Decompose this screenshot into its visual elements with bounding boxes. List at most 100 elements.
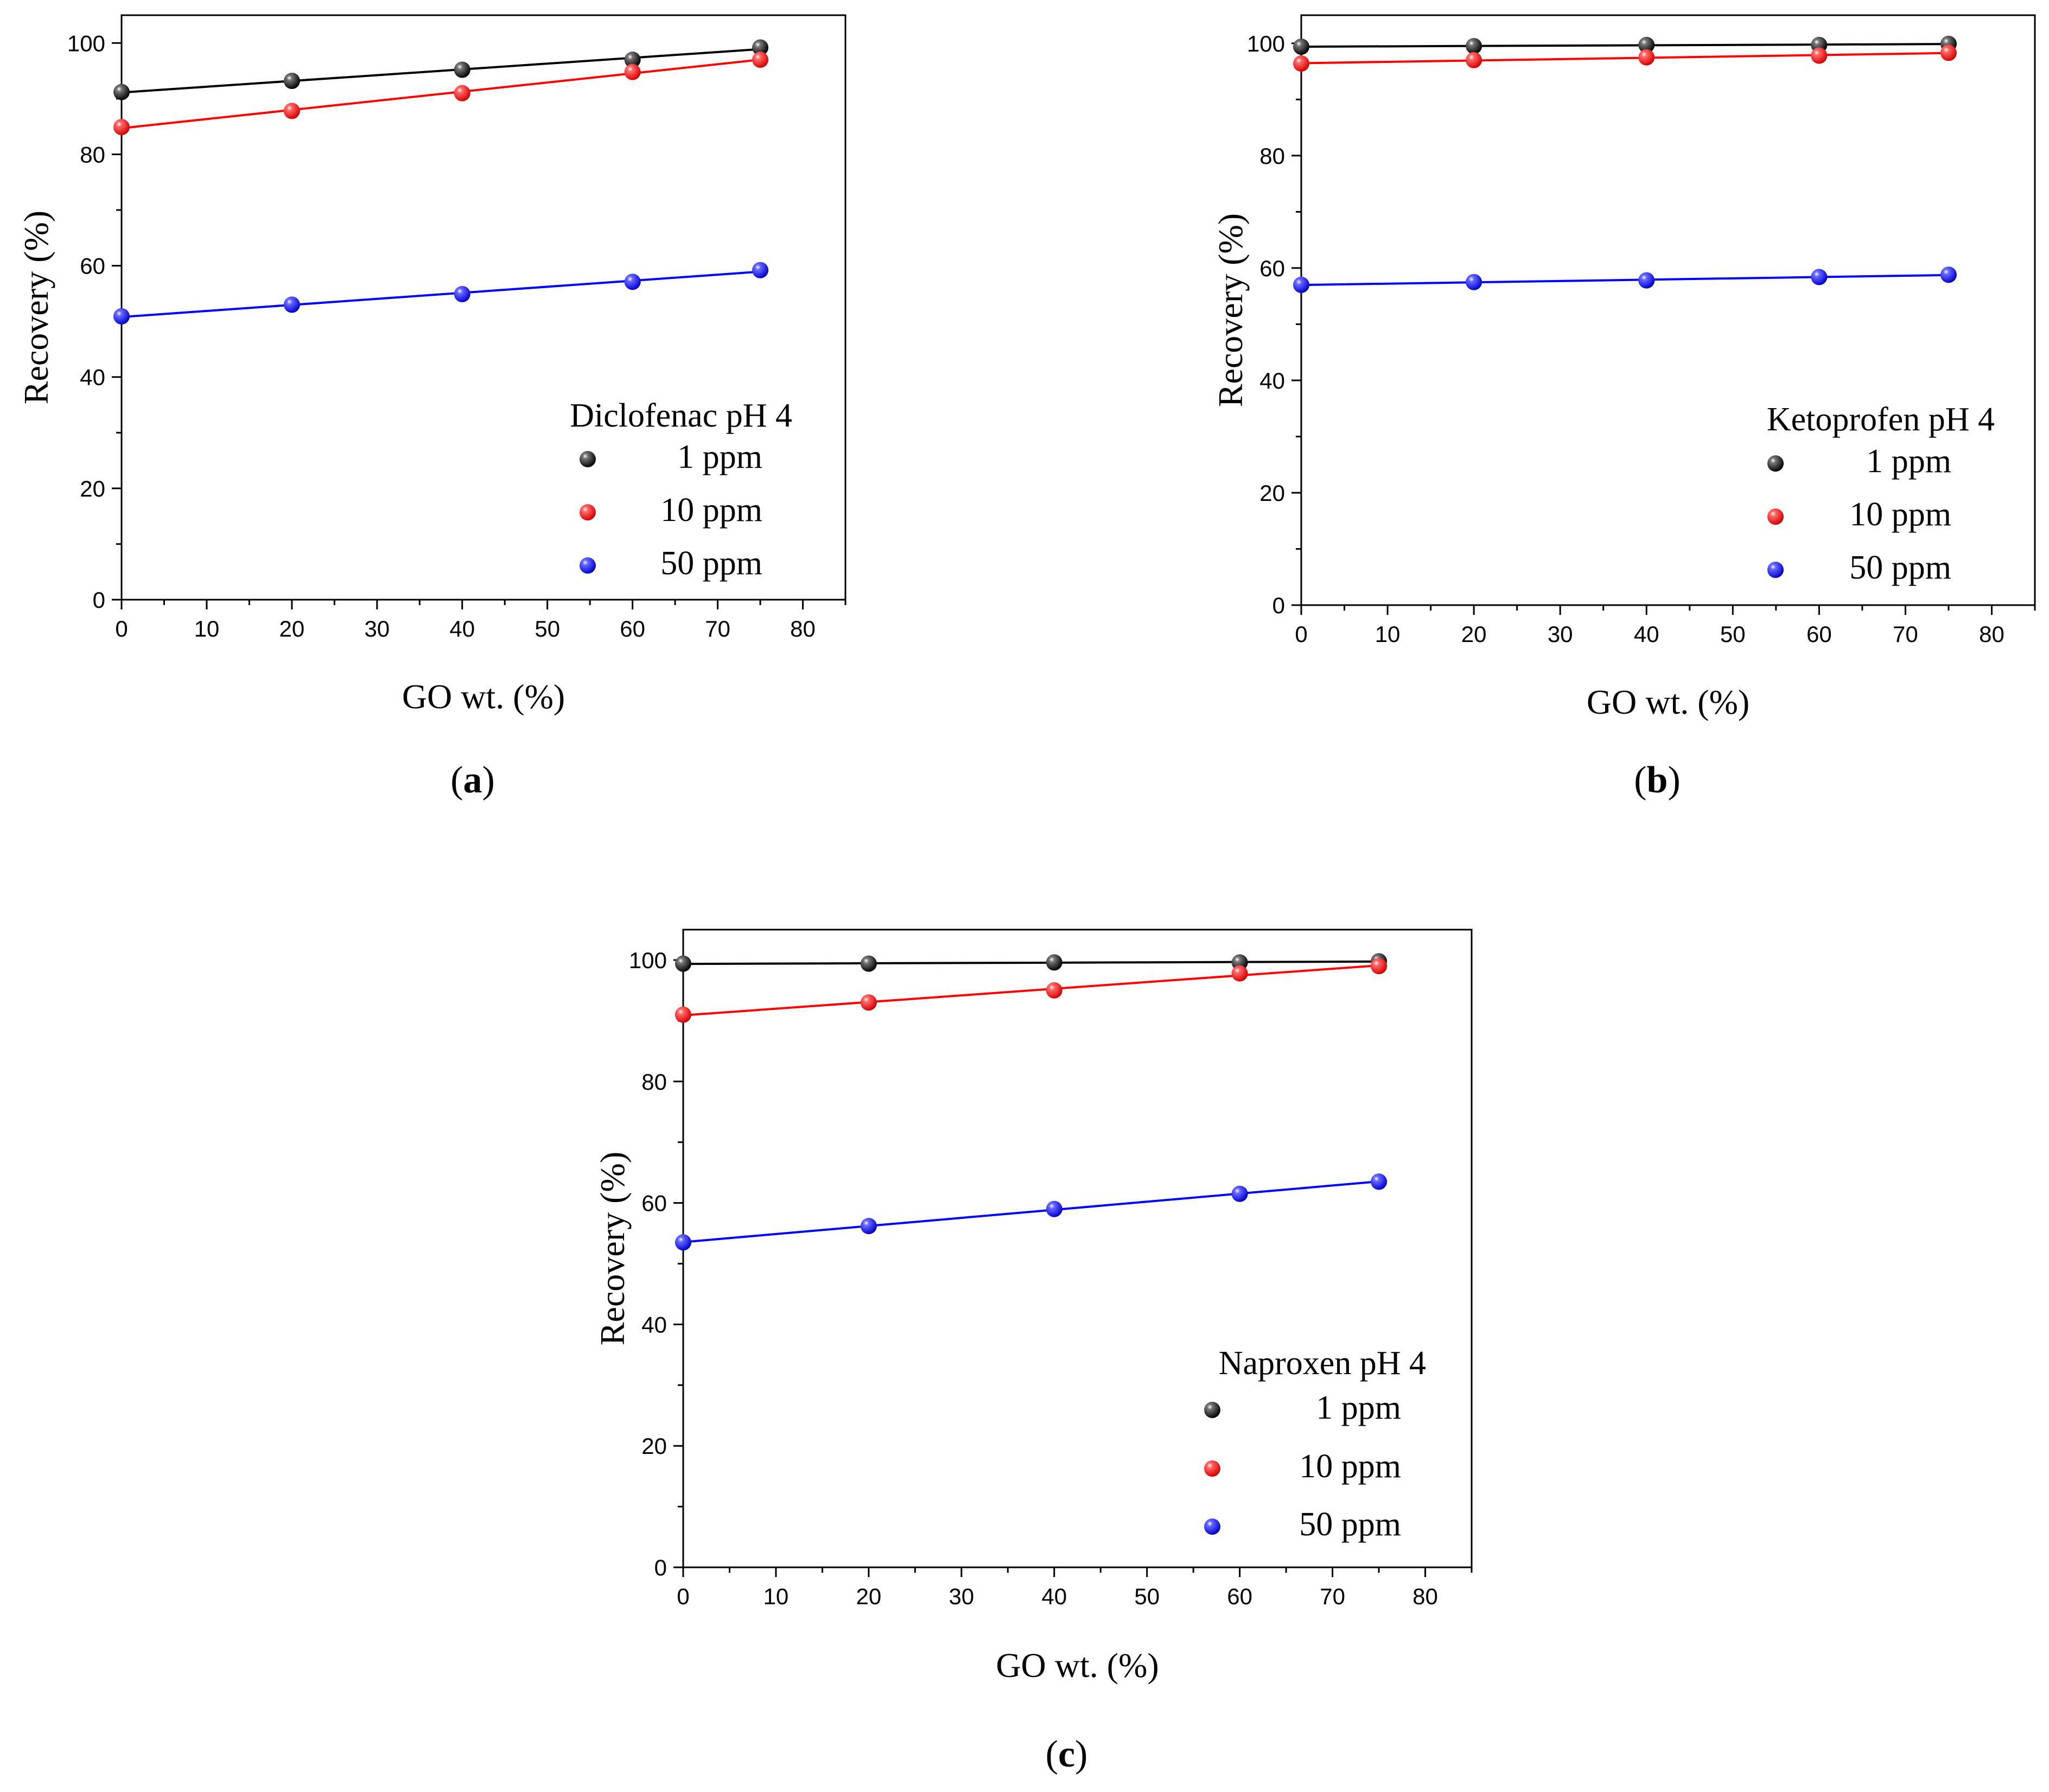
x-tick-label: 40 <box>1041 1584 1067 1609</box>
data-point <box>752 39 769 56</box>
x-tick-label: 60 <box>1227 1584 1252 1609</box>
plot-frame <box>1300 14 2036 606</box>
legend-marker <box>1204 1460 1220 1477</box>
data-point <box>752 52 769 68</box>
y-tick-label: 60 <box>80 253 105 279</box>
data-point <box>454 61 470 78</box>
legend-marker <box>1204 1402 1220 1418</box>
x-axis-title: GO wt. (%) <box>402 677 565 716</box>
y-tick-label: 0 <box>1272 593 1285 618</box>
x-tick-label: 20 <box>856 1584 882 1609</box>
data-point <box>1466 37 1482 54</box>
x-axis-title: GO wt. (%) <box>1587 683 1749 721</box>
x-tick-label: 80 <box>1412 1584 1438 1609</box>
x-tick-label: 30 <box>1548 621 1573 647</box>
legend-label: 1 ppm <box>677 439 762 475</box>
data-point <box>624 52 641 68</box>
chart-panel-a: 0 10 20 30 40 50 60 70 80 0 20 40 60 80 100 GO wt. (%) R… <box>17 14 847 801</box>
x-tick-label: 0 <box>1295 621 1307 647</box>
data-point <box>283 103 300 119</box>
panel-label: (b) <box>1634 759 1681 801</box>
legend-label: 10 ppm <box>1849 496 1951 533</box>
y-tick-label: 40 <box>641 1312 667 1337</box>
data-point <box>624 63 641 80</box>
x-tick-label: 80 <box>1979 621 2005 647</box>
y-tick-label: 40 <box>1259 368 1285 393</box>
legend-label: 10 ppm <box>660 492 762 529</box>
y-tick-label: 0 <box>654 1555 667 1580</box>
legend-title: Naproxen pH 4 <box>1219 1345 1426 1382</box>
y-tick-label: 60 <box>1259 256 1285 281</box>
panel-label: (a) <box>450 759 495 801</box>
data-point <box>283 73 300 90</box>
y-tick-label: 20 <box>641 1433 667 1459</box>
chart-panel-c: 0 10 20 30 40 50 60 70 80 0 20 40 60 80 100 GO wt. (%) R… <box>593 929 1473 1775</box>
data-point <box>1811 47 1828 64</box>
legend-label: 50 ppm <box>660 545 762 582</box>
series-line-10-ppm <box>1301 52 1949 65</box>
x-tick-label: 30 <box>949 1584 974 1609</box>
x-tick-label: 20 <box>279 616 305 641</box>
data-point <box>1371 958 1388 975</box>
plot-frame <box>120 14 847 601</box>
y-tick-label: 100 <box>629 948 667 973</box>
data-point <box>1231 1185 1248 1202</box>
series-line-50-ppm <box>1301 274 1949 287</box>
data-point <box>1811 269 1828 285</box>
legend-marker <box>580 451 596 467</box>
x-tick-label: 20 <box>1461 621 1487 647</box>
data-point <box>1466 52 1482 68</box>
legend-label: 50 ppm <box>1849 549 1951 586</box>
x-tick-label: 30 <box>364 616 390 641</box>
x-tick-label: 80 <box>790 616 816 641</box>
data-point <box>624 274 641 290</box>
x-tick-label: 50 <box>534 616 560 641</box>
data-point <box>113 308 130 325</box>
y-axis-title: Recovery (%) <box>1211 213 1250 407</box>
x-tick-label: 10 <box>194 616 220 641</box>
x-tick-label: 70 <box>1320 1584 1345 1609</box>
legend-label: 1 ppm <box>1316 1389 1401 1426</box>
data-point <box>1638 272 1655 289</box>
series-line-50-ppm <box>121 270 761 319</box>
data-point <box>1046 982 1062 999</box>
data-point <box>1293 38 1309 55</box>
x-tick-label: 60 <box>620 616 645 641</box>
legend-marker <box>580 557 596 574</box>
data-point <box>860 955 877 972</box>
data-point <box>1293 276 1309 293</box>
y-tick-label: 40 <box>80 365 105 390</box>
x-tick-label: 0 <box>677 1584 689 1609</box>
data-point <box>675 955 691 972</box>
x-axis-title: GO wt. (%) <box>996 1646 1159 1685</box>
data-point <box>113 84 130 100</box>
series-line-10-ppm <box>121 58 761 130</box>
y-tick-label: 60 <box>641 1191 667 1216</box>
data-point <box>283 296 300 313</box>
series-line-1-ppm <box>1301 43 1949 48</box>
chart-panel-b: 0 10 20 30 40 50 60 70 80 0 20 40 60 80 100 GO wt. (%) R… <box>1211 14 2036 801</box>
y-tick-label: 100 <box>1247 31 1285 56</box>
data-point <box>1940 45 1957 61</box>
legend-marker <box>1767 509 1784 525</box>
series-line-50-ppm <box>683 1180 1379 1243</box>
data-point <box>454 285 470 302</box>
y-tick-label: 20 <box>80 476 105 501</box>
y-axis-title: Recovery (%) <box>17 211 55 404</box>
x-tick-label: 70 <box>705 616 730 641</box>
data-point <box>860 994 877 1011</box>
x-tick-label: 70 <box>1893 621 1918 647</box>
series-line-1-ppm <box>121 48 761 94</box>
data-point <box>1466 274 1482 290</box>
legend-label: 10 ppm <box>1299 1448 1401 1485</box>
y-tick-label: 0 <box>93 587 105 613</box>
x-tick-label: 50 <box>1134 1584 1160 1609</box>
data-point <box>675 1234 691 1251</box>
y-tick-label: 100 <box>67 30 105 56</box>
legend-marker <box>1767 455 1784 472</box>
legend-marker <box>1767 562 1784 578</box>
data-point <box>113 119 130 136</box>
legend-title: Diclofenac pH 4 <box>570 397 792 434</box>
